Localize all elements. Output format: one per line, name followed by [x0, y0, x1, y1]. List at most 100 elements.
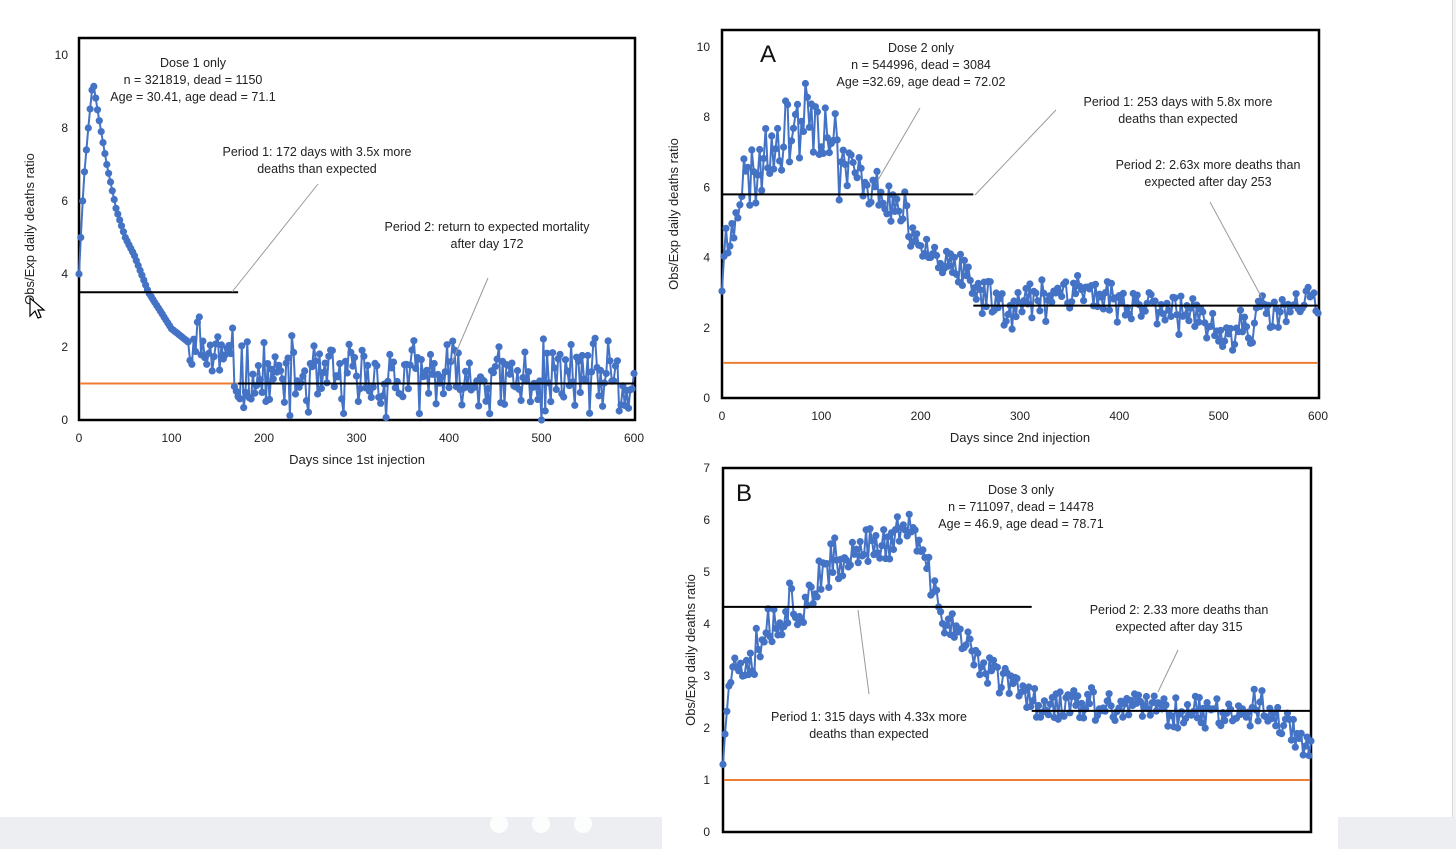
data-point [899, 521, 907, 529]
data-point [260, 339, 268, 347]
data-point [225, 341, 233, 350]
data-point [825, 583, 833, 592]
data-point [778, 166, 786, 174]
data-point [913, 230, 921, 238]
data-point [1182, 715, 1190, 723]
data-point [788, 585, 796, 593]
y-tick-label: 7 [703, 461, 710, 475]
data-point [1203, 334, 1211, 342]
data-point [857, 164, 865, 172]
data-point [964, 628, 972, 636]
data-point [190, 335, 198, 343]
data-point [944, 262, 953, 270]
data-point [856, 538, 864, 546]
slide-dot-2[interactable] [532, 815, 550, 833]
data-point [962, 641, 970, 649]
data-point [1168, 712, 1176, 720]
slide-dot-1[interactable] [490, 815, 508, 833]
data-point [734, 214, 742, 222]
data-point [1025, 683, 1033, 691]
data-point [284, 354, 292, 362]
data-point [1229, 346, 1237, 354]
data-point [1282, 318, 1290, 326]
y-tick-label: 6 [703, 180, 710, 194]
data-point [449, 337, 457, 345]
panel-label: A [760, 41, 776, 68]
slide-dot-3[interactable] [574, 815, 592, 833]
data-point [438, 373, 446, 381]
data-point [744, 163, 752, 171]
y-axis-title: Obs/Exp daily deaths ratio [683, 574, 698, 726]
y-axis-title: Obs/Exp daily deaths ratio [666, 138, 681, 290]
data-point [105, 169, 113, 177]
data-point [730, 234, 738, 242]
data-point [978, 309, 986, 318]
data-point [722, 224, 730, 232]
data-point [247, 395, 255, 403]
data-point [1146, 711, 1154, 719]
data-point [864, 557, 872, 566]
data-point [195, 313, 203, 321]
y-tick-label: 0 [61, 413, 68, 427]
data-point [1034, 297, 1042, 305]
data-point [1080, 714, 1088, 722]
data-point [1134, 691, 1143, 699]
data-point [752, 624, 760, 633]
data-point [606, 357, 614, 365]
data-point [903, 202, 911, 210]
data-point [521, 348, 529, 356]
data-point [415, 410, 423, 418]
annotation-text: Dose 1 only n = 321819, dead = 1150 Age = … [110, 56, 275, 104]
data-point [423, 366, 431, 374]
data-point [1148, 699, 1156, 707]
data-point [1029, 697, 1037, 705]
data-point [338, 395, 346, 403]
x-tick-label: 0 [76, 431, 83, 445]
data-point [1080, 297, 1088, 305]
data-point [1238, 328, 1247, 336]
data-point [1036, 307, 1044, 315]
data-point [1012, 313, 1020, 321]
data-point [1160, 695, 1168, 703]
data-point [93, 106, 102, 114]
data-point [314, 390, 322, 398]
data-point [1268, 322, 1276, 331]
data-point [506, 370, 514, 378]
data-point [819, 149, 827, 157]
annotation-leader-line [1157, 649, 1179, 693]
y-tick-label: 0 [703, 825, 710, 839]
data-point [780, 143, 788, 151]
data-point [956, 625, 964, 633]
data-point [937, 608, 945, 616]
data-point [532, 383, 540, 391]
data-point [784, 101, 792, 109]
data-point [567, 341, 575, 349]
data-point [986, 278, 994, 286]
x-tick-label: 600 [624, 431, 644, 445]
data-point [301, 367, 309, 375]
data-point [1310, 289, 1318, 297]
data-point [110, 195, 118, 204]
annotation-text: Period 1: 253 days with 5.8x more deaths … [1084, 95, 1273, 126]
data-point [208, 367, 216, 375]
data-point [768, 132, 776, 140]
data-point [855, 154, 863, 162]
data-point [210, 353, 218, 361]
y-tick-label: 10 [55, 48, 69, 62]
x-axis-title: Days since 2nd injection [950, 430, 1090, 445]
data-point [1002, 317, 1010, 325]
data-point [1183, 701, 1192, 709]
data-point [340, 409, 348, 418]
data-point [992, 289, 1000, 297]
data-point [267, 365, 275, 373]
data-point [1119, 713, 1127, 721]
data-point [774, 124, 782, 133]
data-point [97, 128, 105, 136]
data-point [630, 369, 638, 378]
data-point [813, 593, 821, 601]
data-point [1072, 701, 1080, 710]
data-point [513, 367, 522, 375]
data-point [1195, 694, 1203, 702]
data-point [895, 537, 904, 545]
